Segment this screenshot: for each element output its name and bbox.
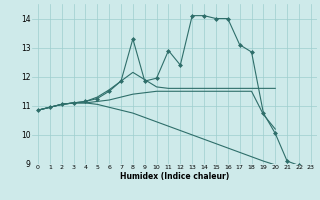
X-axis label: Humidex (Indice chaleur): Humidex (Indice chaleur) [120, 172, 229, 181]
